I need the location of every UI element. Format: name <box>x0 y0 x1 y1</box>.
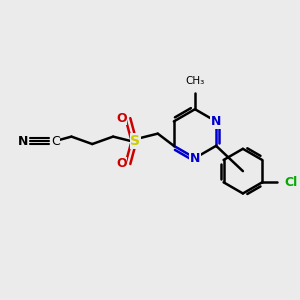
Text: N: N <box>211 115 221 128</box>
Text: Cl: Cl <box>285 176 298 189</box>
Text: N: N <box>18 135 28 148</box>
Text: O: O <box>116 112 127 125</box>
Text: C: C <box>51 135 60 148</box>
Text: CH₃: CH₃ <box>185 76 205 86</box>
Text: N: N <box>190 152 200 164</box>
Text: O: O <box>116 157 127 170</box>
Text: S: S <box>130 134 140 148</box>
